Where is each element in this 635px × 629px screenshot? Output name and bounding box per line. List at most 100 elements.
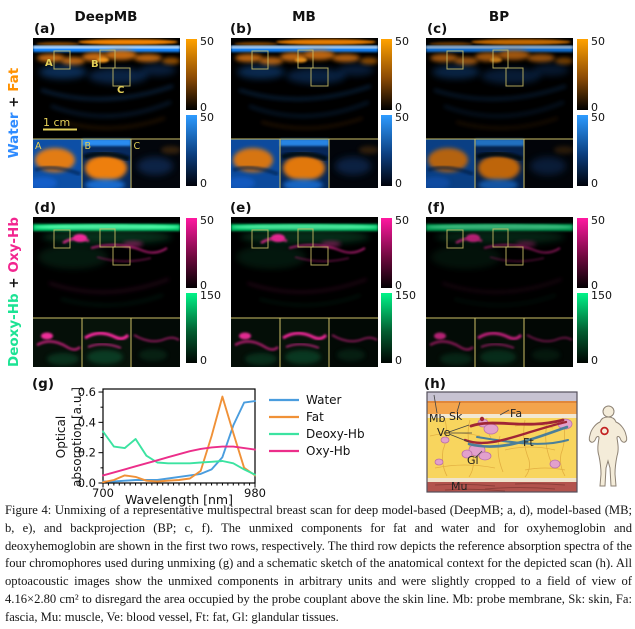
colorbar-water-b: 50 0 — [381, 111, 409, 190]
roi-letter-b: B — [91, 59, 99, 70]
skin-line-band — [33, 46, 180, 52]
colorbar-oxyhb-gradient — [577, 218, 588, 288]
colorbar-min-label: 0 — [200, 101, 207, 114]
inset-strip — [227, 139, 379, 191]
series-oxy-hb — [102, 445, 256, 477]
roi-box-c — [112, 67, 131, 87]
colorbar-min-label: 0 — [200, 177, 207, 190]
colorbar-oxyhb-e: 50 0 — [381, 214, 409, 292]
row1-label-plus: + — [6, 91, 22, 113]
body-outline — [588, 416, 628, 487]
colorbar-fat-b: 50 0 — [381, 35, 409, 114]
roi-box-a — [446, 229, 464, 249]
colorbar-min-label: 0 — [591, 177, 598, 190]
inset-strip — [426, 318, 573, 367]
panel-label-a: (a) — [34, 21, 56, 37]
y-tick-label: 0.4 — [78, 415, 96, 429]
inset-strip — [29, 139, 181, 191]
roi-box-b — [297, 49, 314, 69]
panel-label-g: (g) — [32, 376, 55, 392]
colorbar-min-label: 0 — [395, 279, 402, 292]
membrane-layer — [427, 392, 577, 401]
figure-caption: Figure 4: Unmixing of a representative m… — [5, 503, 632, 624]
colorbar-max-label: 50 — [395, 35, 409, 48]
p-a-scene: A B C 1 cm A B C — [29, 38, 181, 191]
colorbar-min-label: 0 — [395, 177, 402, 190]
y-axis-label-line2: absorption [a.u.] — [70, 387, 84, 487]
scan-location-marker — [600, 426, 609, 436]
y-tick-label: 0.6 — [78, 385, 96, 399]
colorbar-max-label: 50 — [591, 35, 605, 48]
legend-label-fat: Fat — [306, 410, 324, 424]
panel-f-image-bp-hb — [426, 217, 573, 367]
colorbar-oxyhb-f: 50 0 — [577, 214, 605, 292]
roi-letter-c: C — [117, 85, 124, 96]
roi-box-a — [251, 229, 269, 249]
series-water — [102, 400, 256, 483]
colorbar-water-gradient — [381, 115, 392, 186]
roi-box-a — [53, 50, 71, 70]
panel-e-image-mb-hb — [231, 217, 378, 367]
x-tick-label: 700 — [92, 486, 114, 500]
colorbar-fat-c: 50 0 — [577, 35, 605, 114]
colorbar-max-label: 50 — [395, 214, 409, 227]
row1-label-fat: Fat — [6, 67, 22, 92]
p-d-scene — [33, 217, 180, 367]
spectra-chart: 700 980 0.0 0.2 0.4 0.6 Water Fat Deoxy-Hb Ox… — [54, 385, 365, 507]
panel-label-b: (b) — [230, 21, 253, 37]
roi-box-b — [297, 228, 314, 248]
colorbar-deoxyhb-f: 150 0 — [577, 289, 612, 367]
roi-box-a — [446, 50, 464, 70]
roi-box-b — [492, 228, 509, 248]
series-fat — [102, 395, 256, 484]
label-membrane: Mb — [429, 412, 445, 425]
label-fascia: Fa — [510, 407, 522, 420]
body-location-figure — [588, 405, 628, 487]
row1-axis-label: Water + Fat — [6, 58, 22, 168]
roi-box-a — [53, 229, 71, 249]
row2-axis-label: Deoxy-Hb + Oxy-Hb — [6, 212, 22, 372]
colorbar-fat-a: 50 0 — [186, 35, 214, 114]
y-axis-label-line1: Optical — [55, 416, 68, 458]
panel-label-c: (c) — [427, 21, 448, 37]
scalebar-label: 1 cm — [43, 116, 70, 129]
colorbar-oxyhb-d: 50 0 — [186, 214, 214, 292]
colorbar-min-label: 0 — [200, 279, 207, 292]
colorbar-max-label: 150 — [395, 289, 416, 302]
skin-layer — [427, 401, 577, 414]
label-vessel: Ve — [437, 426, 451, 439]
colorbar-deoxyhb-d: 150 0 — [186, 289, 221, 367]
colorbar-min-label: 0 — [395, 354, 402, 367]
colorbar-max-label: 50 — [395, 111, 409, 124]
label-gland: Gl — [467, 454, 479, 467]
colorbar-deoxyhb-gradient — [381, 293, 392, 363]
panel-d-image-deepmb-hb — [33, 217, 180, 367]
colorbar-max-label: 50 — [591, 111, 605, 124]
panel-a-image-deepmb-water-fat: A B C 1 cm A B C — [29, 38, 181, 191]
label-skin: Sk — [449, 410, 463, 423]
colorbar-min-label: 0 — [591, 101, 598, 114]
muscle-layer — [427, 482, 577, 492]
roi-box-c — [505, 246, 524, 266]
fat-lobule-texture — [429, 417, 566, 478]
hemoglobin-scene — [231, 224, 378, 307]
colorbar-deoxyhb-e: 150 0 — [381, 289, 416, 367]
annotation-arrows — [433, 394, 510, 459]
water-fat-scene — [33, 39, 180, 130]
p-e-scene — [231, 217, 378, 367]
hemoglobin-scene — [33, 224, 180, 307]
panel-label-f: (f) — [427, 200, 446, 216]
skin-line-band — [231, 46, 378, 52]
colorbar-water-c: 50 0 — [577, 111, 605, 190]
hemoglobin-scene — [426, 224, 573, 307]
skin-line-band — [426, 46, 573, 52]
colorbar-fat-gradient — [577, 39, 588, 110]
panel-label-e: (e) — [230, 200, 252, 216]
colorbar-max-label: 150 — [591, 289, 612, 302]
column-title-bp: BP — [488, 9, 510, 25]
colorbar-min-label: 0 — [591, 279, 598, 292]
inset-letter-b: B — [85, 141, 92, 152]
panel-label-h: (h) — [424, 376, 446, 392]
inset-strip — [33, 318, 180, 367]
colorbar-deoxyhb-gradient — [577, 293, 588, 363]
